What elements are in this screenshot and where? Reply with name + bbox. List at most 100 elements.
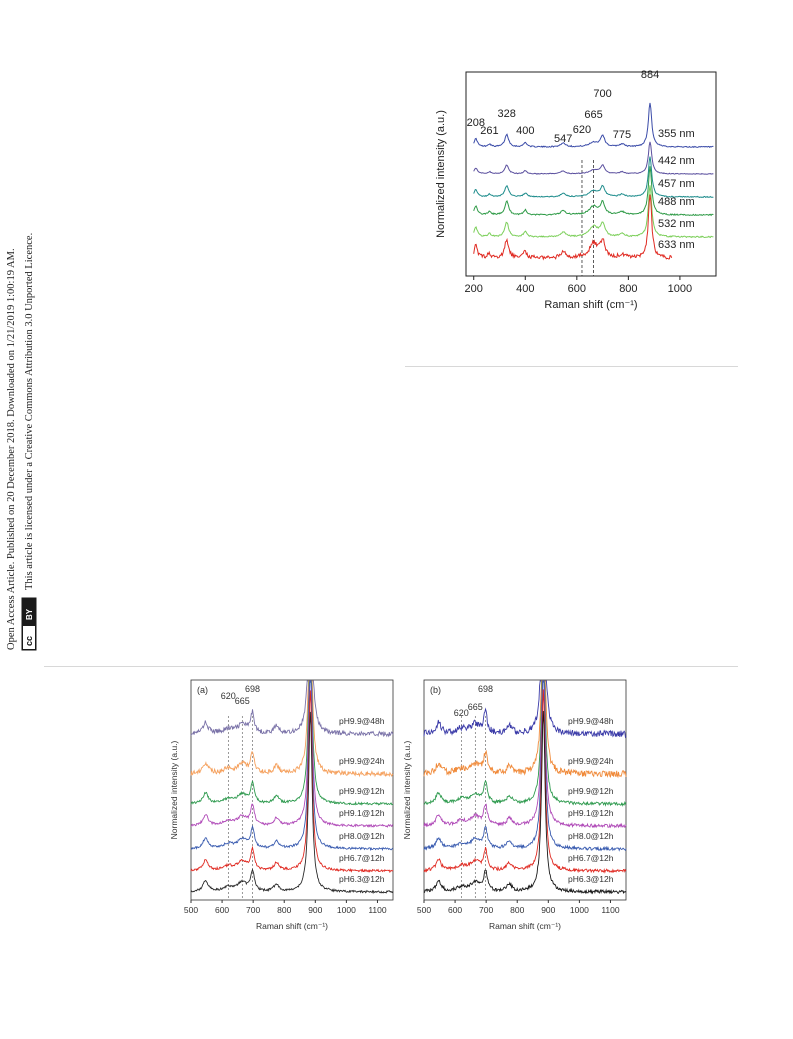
chart-panel-a-svg: pH9.9@48h pH9.9@24h pH9.9@12h pH9.1@12h pH8.… — [169, 679, 394, 931]
y-axis-label: Normalized intensity (a.u.) — [402, 740, 412, 839]
legend-label: pH6.7@12h — [339, 853, 385, 863]
legend-label: 457 nm — [658, 178, 695, 190]
legend-label: pH9.1@12h — [339, 808, 385, 818]
panel-label: (b) — [430, 685, 441, 695]
series-line — [473, 102, 714, 149]
legend-label: pH9.9@48h — [339, 716, 385, 726]
x-tick-label: 1000 — [570, 905, 589, 915]
x-axis-label: Raman shift (cm⁻¹) — [489, 921, 561, 931]
x-tick-label: 500 — [184, 905, 198, 915]
x-tick-label: 800 — [619, 283, 637, 295]
legend-label: pH8.0@12h — [568, 831, 614, 841]
legend-label: 633 nm — [658, 239, 695, 251]
series-line — [423, 710, 627, 895]
plot-frame — [465, 71, 717, 277]
access-notice: Open Access Article. Published on 20 Dec… — [6, 248, 17, 650]
x-tick-label: 400 — [516, 283, 534, 295]
peak-label: 620 — [454, 708, 469, 718]
series-line — [423, 680, 627, 807]
series-line — [423, 680, 627, 779]
peak-label: 620 — [573, 124, 591, 136]
legend-label: pH9.9@48h — [568, 716, 614, 726]
peak-label: 698 — [245, 684, 260, 694]
x-axis-label: Raman shift (cm⁻¹) — [256, 921, 328, 931]
sidebar-notice: Open Access Article. Published on 20 Dec… — [0, 180, 44, 660]
peak-label: 665 — [584, 109, 602, 121]
peak-label: 775 — [613, 129, 631, 141]
x-tick-label: 500 — [417, 905, 431, 915]
peak-label: 547 — [554, 133, 572, 145]
series-line — [190, 680, 394, 806]
peak-label: 261 — [480, 125, 498, 137]
x-tick-label: 1000 — [337, 905, 356, 915]
peak-label: 700 — [593, 88, 611, 100]
series-line — [190, 680, 394, 738]
chart-panel-a: pH9.9@48h pH9.9@24h pH9.9@12h pH9.1@12h pH8.… — [163, 676, 395, 936]
peak-label: 400 — [516, 125, 534, 137]
peak-label: 208 — [467, 117, 485, 129]
x-tick-label: 700 — [479, 905, 493, 915]
series-line — [473, 185, 714, 239]
legend-label: pH9.9@12h — [339, 786, 385, 796]
legend-label: 532 nm — [658, 218, 695, 230]
series-line — [190, 679, 394, 852]
peak-label: 884 — [641, 69, 659, 81]
series-line — [473, 156, 714, 199]
divider-top — [405, 366, 738, 367]
peak-label: 328 — [498, 108, 516, 120]
series-line — [473, 141, 714, 175]
series-line — [473, 166, 714, 217]
x-tick-label: 700 — [246, 905, 260, 915]
cc-icon: cc — [24, 636, 34, 646]
x-tick-label: 1100 — [368, 905, 387, 915]
y-axis-label: Normalized intensity (a.u.) — [435, 110, 447, 238]
series-line — [423, 680, 627, 829]
plot-frame — [190, 679, 394, 901]
legend-label: pH9.9@24h — [339, 756, 385, 766]
series-line — [190, 680, 394, 778]
license-notice: This article is licensed under a Creativ… — [24, 233, 35, 590]
legend-label: pH6.7@12h — [568, 853, 614, 863]
plot-frame — [423, 679, 627, 901]
series-line — [190, 711, 394, 895]
x-axis-label: Raman shift (cm⁻¹) — [544, 299, 637, 311]
legend-label: pH6.3@12h — [568, 874, 614, 884]
divider-bottom — [44, 666, 738, 667]
legend-label: 442 nm — [658, 155, 695, 167]
x-tick-label: 800 — [277, 905, 291, 915]
by-icon: BY — [25, 608, 34, 620]
x-tick-label: 200 — [465, 283, 483, 295]
legend-label: 488 nm — [658, 196, 695, 208]
x-tick-label: 900 — [541, 905, 555, 915]
legend-label: 355 nm — [658, 128, 695, 140]
series-line — [473, 194, 673, 261]
peak-label: 665 — [235, 696, 250, 706]
legend-label: pH9.1@12h — [568, 808, 614, 818]
legend-label: pH6.3@12h — [339, 874, 385, 884]
y-axis-label: Normalized intensity (a.u.) — [169, 740, 179, 839]
chart-panel-b-svg: pH9.9@48h pH9.9@24h pH9.9@12h pH9.1@12h pH8.… — [402, 679, 627, 931]
peak-label: 620 — [221, 691, 236, 701]
x-tick-label: 600 — [448, 905, 462, 915]
peak-label: 698 — [478, 684, 493, 694]
series-line — [190, 690, 394, 874]
legend-label: pH9.9@12h — [568, 786, 614, 796]
peak-label: 665 — [468, 702, 483, 712]
x-tick-label: 900 — [308, 905, 322, 915]
chart-panel-b: pH9.9@48h pH9.9@24h pH9.9@12h pH9.1@12h pH8.… — [396, 676, 628, 936]
cc-by-badge[interactable]: cc BY — [21, 597, 37, 651]
series-line — [423, 689, 627, 874]
x-tick-label: 800 — [510, 905, 524, 915]
chart-wavelength: 355 nm 442 nm 457 nm 488 nm 532 nm 633 nm 208 2… — [432, 62, 722, 322]
legend-label: pH8.0@12h — [339, 831, 385, 841]
x-tick-label: 600 — [215, 905, 229, 915]
legend-label: pH9.9@24h — [568, 756, 614, 766]
series-line — [423, 680, 627, 739]
series-line — [423, 679, 627, 852]
panel-label: (a) — [197, 685, 208, 695]
series-line — [190, 680, 394, 828]
x-tick-label: 1000 — [668, 283, 692, 295]
x-tick-label: 600 — [568, 283, 586, 295]
x-tick-label: 1100 — [601, 905, 620, 915]
